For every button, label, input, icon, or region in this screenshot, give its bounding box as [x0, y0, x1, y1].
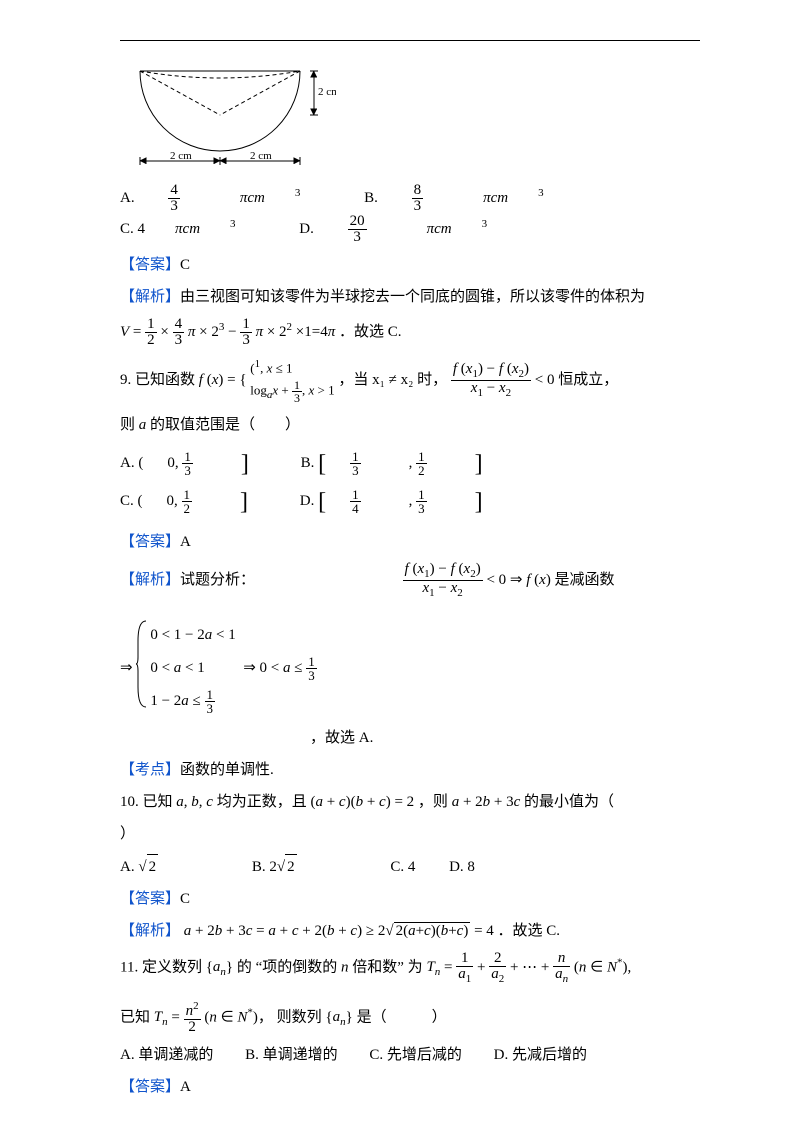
q10-optD: D. 8	[449, 855, 475, 879]
q11-optC: C. 先增后减的	[369, 1043, 462, 1067]
q10-options: A. 2 B. 22 C. 4 D. 8	[120, 854, 700, 879]
q8-explanation-text: 【解析】由三视图可知该零件为半球挖去一个同底的圆锥，所以该零件的体积为	[120, 285, 700, 309]
q10-stem: 10. 已知 a, b, c 均为正数，且 (a + c)(b + c) = 2…	[120, 790, 700, 814]
q9-kaodian: 【考点】函数的单调性.	[120, 758, 700, 782]
q11-optD: D. 先减后增的	[494, 1043, 587, 1067]
q11-options: A. 单调递减的 B. 单调递增的 C. 先增后减的 D. 先减后增的	[120, 1043, 700, 1067]
q11-stem2: 已知 Tn = n22 (n ∈ N*)， 则数列 {an} 是（ ）	[120, 1001, 700, 1035]
q8-volume: V = 12 × 43 π × 23 − 13 π × 22 ×1=4π ．故选…	[120, 317, 700, 348]
q9-stem-b: 则 a 的取值范围是（ ）	[120, 413, 700, 437]
q10-optB: B. 22	[252, 854, 357, 879]
q10-stem2: ）	[120, 822, 700, 846]
q8-answer: 【答案】C	[120, 253, 700, 277]
q8-optA: A. 43πcm3	[120, 183, 330, 214]
q10-optC: C. 4	[390, 855, 415, 879]
geometry-diagram: 2 cm 2 cm 2 cm	[120, 61, 336, 173]
q9-optA: A. (0, 13]	[120, 445, 273, 483]
q10-explanation: 【解析】 a + 2b + 3c = a + c + 2(b + c) ≥ 22…	[120, 919, 700, 943]
q9-system: ⇒ 0 < 1 − 2a < 1 0 < a < 1 1 − 2a ≤ 13 ⇒…	[120, 619, 700, 718]
q8-optC: C. 4πcm3	[120, 216, 266, 241]
q8-optD: D. 203πcm3	[299, 214, 517, 245]
q9-explanation: 【解析】试题分析： f (x1) − f (x2)x1 − x2 < 0 ⇒ f…	[120, 562, 700, 599]
q9-system-tail: ，故选 A.	[310, 726, 700, 750]
q11-stem1: 11. 定义数列 {an} 的 “项的倒数的 n 倍和数” 为 Tn = 1a1…	[120, 951, 700, 985]
q11-answer: 【答案】A	[120, 1075, 700, 1099]
q8-options: A. 43πcm3 B. 83πcm3 C. 4πcm3 D. 203πcm3	[120, 183, 700, 245]
q10-answer: 【答案】C	[120, 887, 700, 911]
q11-optB: B. 单调递增的	[245, 1043, 338, 1067]
diagram-dim-side: 2 cm	[318, 86, 336, 98]
q10-optA: A. 2	[120, 854, 218, 879]
q11-optA: A. 单调递减的	[120, 1043, 213, 1067]
diagram-dim-left: 2 cm	[170, 150, 192, 162]
top-rule	[120, 40, 700, 41]
q9-optB: B. [13, 12]	[301, 445, 507, 483]
q9-optC: C. (0, 12]	[120, 483, 272, 521]
q9-options: A. (0, 13] B. [13, 12] C. (0, 12] D. [14…	[120, 445, 700, 522]
q9-optD: D. [14, 13]	[300, 483, 507, 521]
q8-optB: B. 83πcm3	[364, 183, 574, 214]
diagram-dim-right: 2 cm	[250, 150, 272, 162]
q9-stem: 9. 已知函数 f (x) = { (1, x ≤ 1 logax + 13, …	[120, 356, 700, 405]
q9-answer: 【答案】A	[120, 530, 700, 554]
